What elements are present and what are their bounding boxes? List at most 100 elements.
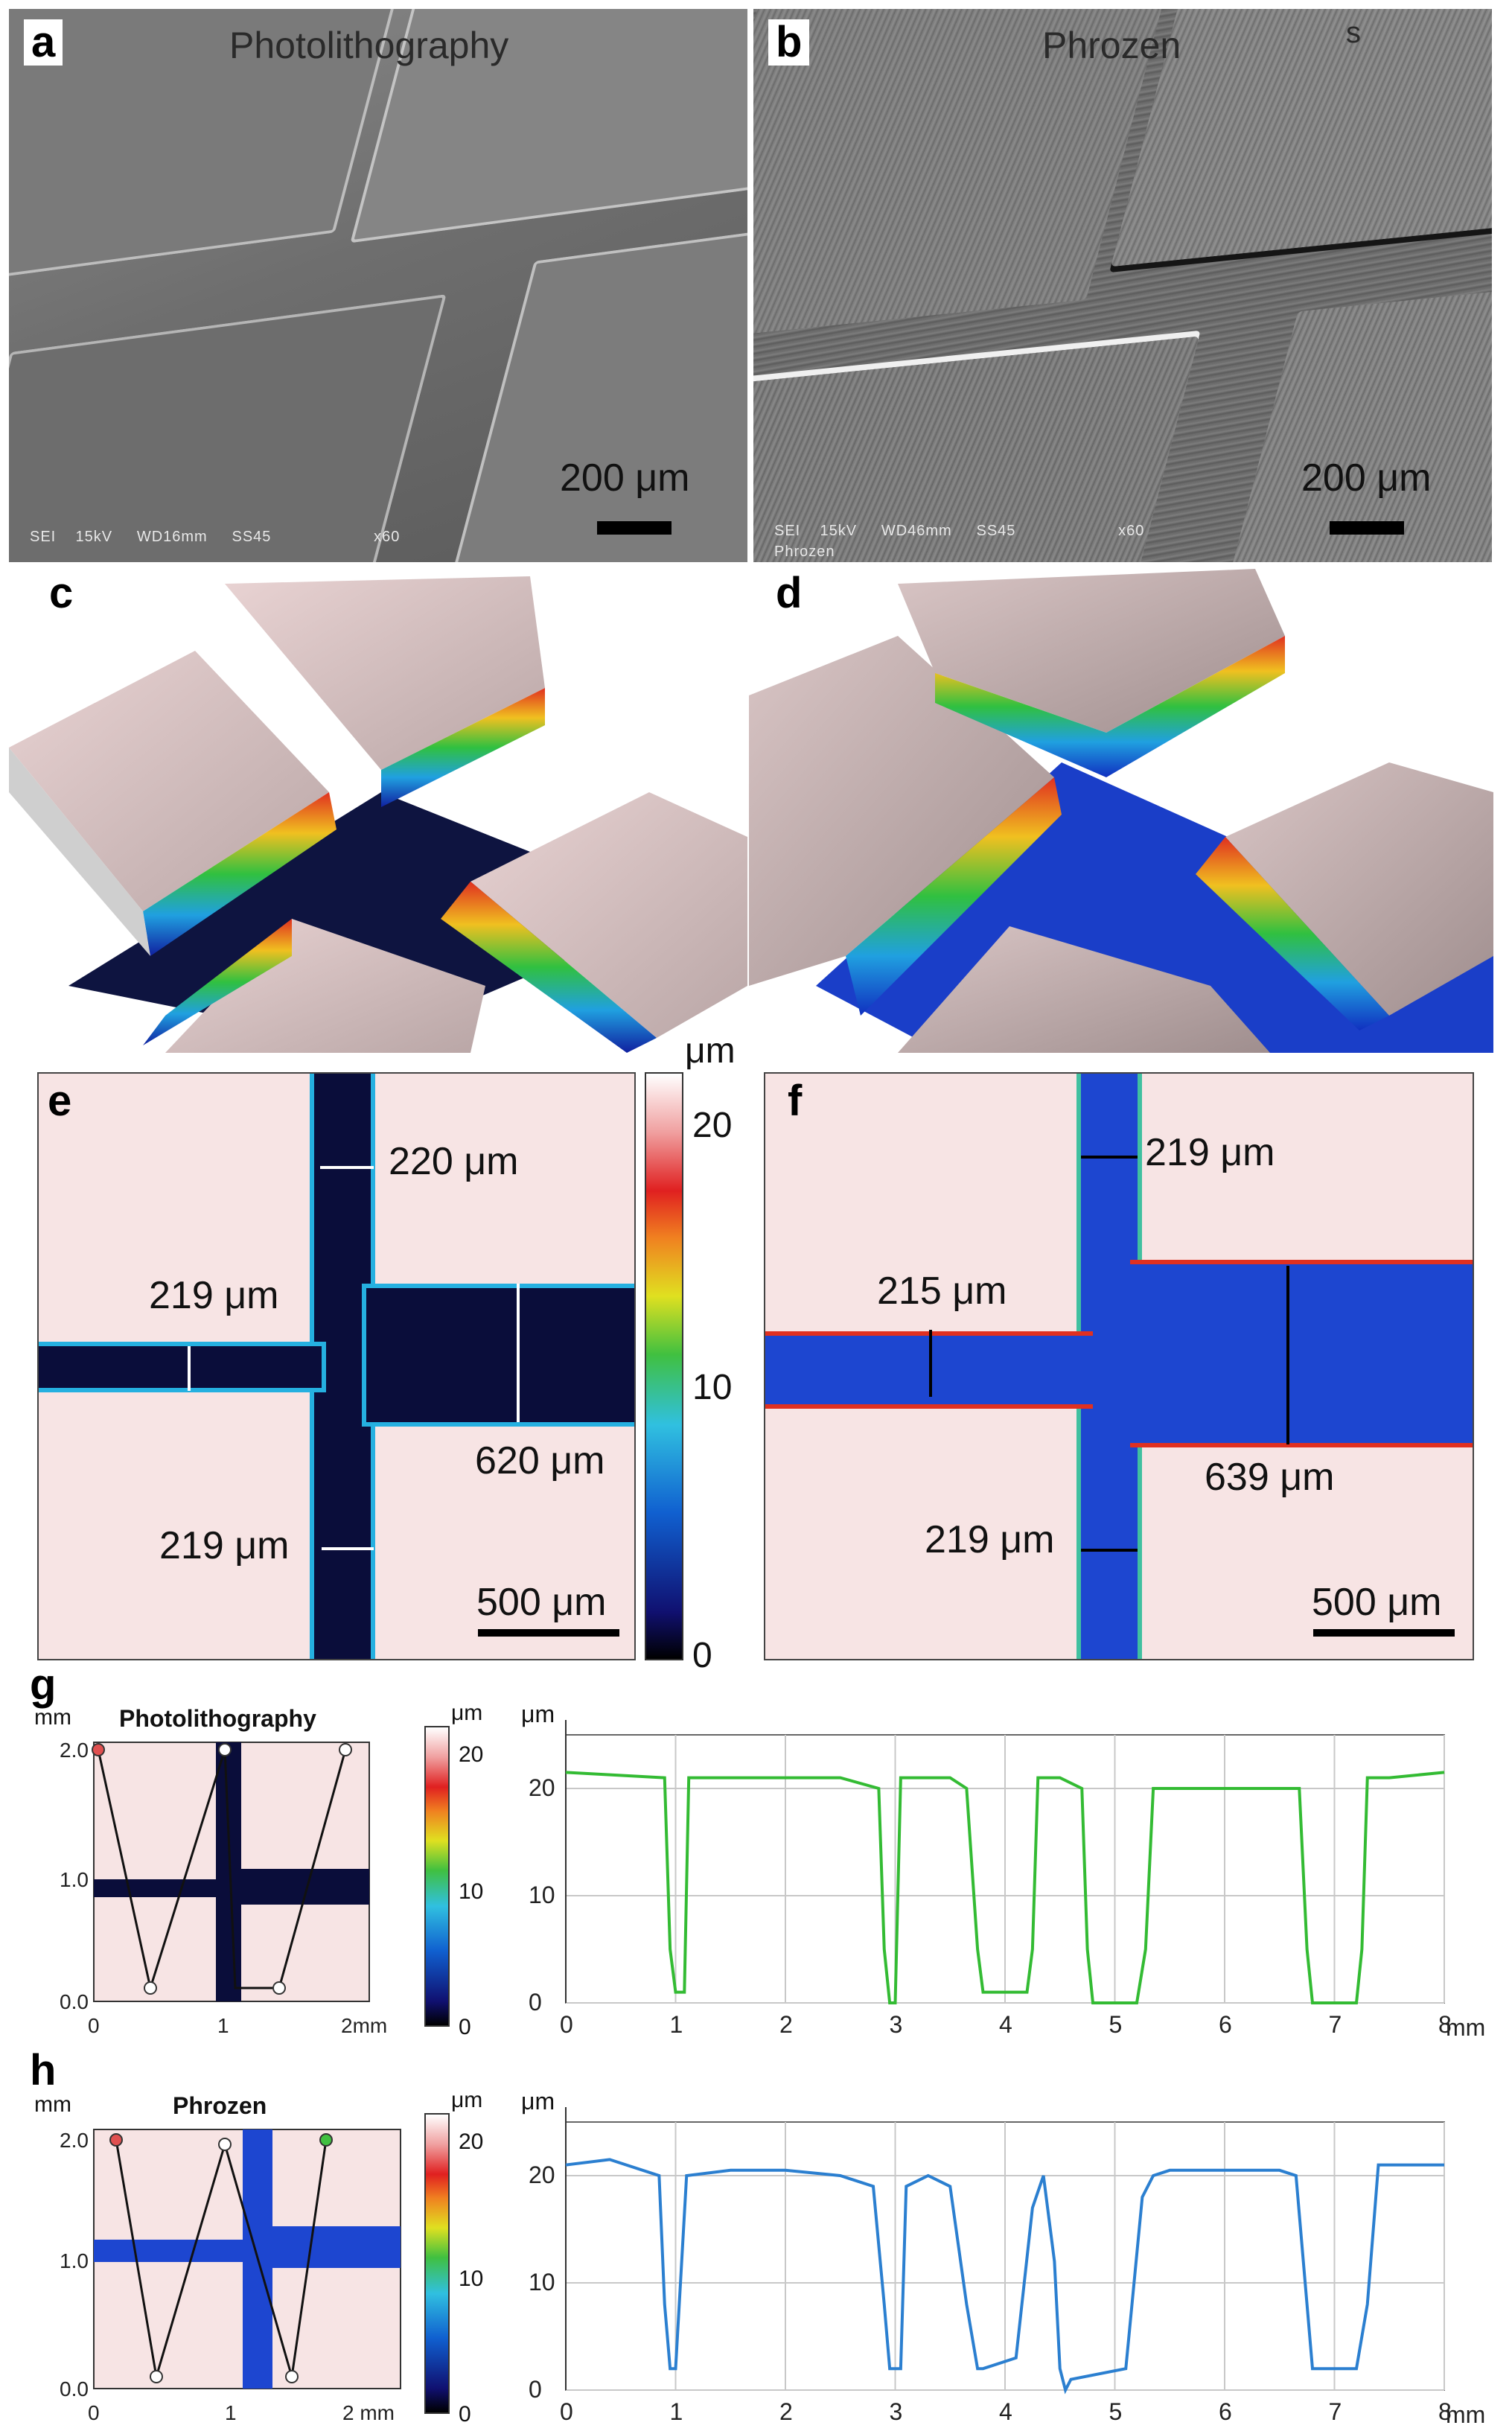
sem-footer-b2: Phrozen — [774, 544, 835, 560]
colorbar-g-tick: 0 — [459, 2015, 471, 2039]
trace-map-g: 2.0 1.0 0.0 0 1 2mm — [60, 1739, 387, 2037]
svg-text:0: 0 — [88, 2014, 100, 2037]
x-tick-label: 4 — [999, 2011, 1012, 2038]
x-tick-label: 2 — [779, 2011, 793, 2038]
channel-vertical — [314, 1074, 371, 1659]
3d-render-c — [9, 576, 747, 1053]
x-tick-label: 5 — [1109, 2011, 1123, 2038]
svg-text:1.0: 1.0 — [60, 1868, 89, 1891]
x-tick-label: 6 — [1219, 2011, 1232, 2038]
x-axis-unit: mm — [1446, 2014, 1485, 2041]
colorbar-tick-10: 10 — [692, 1368, 733, 1407]
panel-letter-d: d — [776, 569, 803, 617]
colorbar-g-tick: 20 — [459, 1742, 484, 1767]
x-tick-label: 2 — [779, 2398, 793, 2425]
y-tick-label: 20 — [529, 2161, 555, 2188]
measure-line — [929, 1330, 932, 1397]
plot-unit-h: μm — [521, 2088, 555, 2115]
svg-text:0.0: 0.0 — [60, 1990, 89, 2013]
colorbar-g-tick: 10 — [459, 1879, 484, 1904]
sem-footer-b: SEI 15kV WD46mm SS45 x60 — [774, 523, 1145, 539]
profile-line — [565, 2158, 1444, 2395]
map-title-h: Phrozen — [173, 2092, 267, 2119]
svg-text:0.0: 0.0 — [60, 2377, 89, 2400]
measure-label: 219 μm — [925, 1518, 1055, 1561]
profile-line — [565, 1771, 1445, 2004]
plot-unit-g: μm — [521, 1701, 555, 1727]
measure-label: 620 μm — [475, 1439, 605, 1482]
scale-label-e: 500 μm — [476, 1581, 607, 1624]
y-tick-label: 0 — [529, 1989, 542, 2016]
x-tick-label: 7 — [1329, 2398, 1342, 2425]
scale-label-a: 200 μm — [560, 456, 690, 500]
x-tick-label: 8 — [1438, 2011, 1452, 2038]
measure-label: 639 μm — [1205, 1456, 1335, 1499]
sem-footer-a: SEI 15kV WD16mm SS45 x60 — [30, 529, 401, 545]
colorbar-tick-0: 0 — [692, 1636, 712, 1675]
sem-pad — [9, 294, 447, 562]
measure-label: 215 μm — [877, 1269, 1007, 1313]
measure-label: 220 μm — [389, 1140, 519, 1183]
height-map-photolithography: 220 μm 219 μm 620 μm 219 μm 500 μm e — [37, 1072, 636, 1660]
scale-bar-f — [1313, 1629, 1455, 1637]
x-tick-label: 3 — [890, 2011, 903, 2038]
3d-profile-phrozen: d — [749, 569, 1493, 1053]
sem-pad — [1209, 274, 1492, 562]
measure-line — [320, 1166, 374, 1169]
scale-bar-a — [597, 521, 672, 535]
measure-line — [1286, 1266, 1289, 1444]
measure-line — [1081, 1549, 1138, 1552]
scale-label-f: 500 μm — [1312, 1581, 1442, 1624]
colorbar-unit-g: μm — [451, 1701, 483, 1725]
panel-letter-g: g — [30, 1660, 57, 1709]
map-unit-h: mm — [34, 2092, 71, 2117]
sem-pad — [433, 207, 747, 562]
colorbar-h-tick: 10 — [459, 2266, 484, 2291]
colorbar-g — [424, 1726, 450, 2027]
x-tick-label: 0 — [560, 2398, 573, 2425]
3d-profile-photolithography: c — [9, 569, 747, 1053]
svg-text:2 mm: 2 mm — [342, 2401, 395, 2424]
sem-title-a: Photolithography — [229, 25, 509, 66]
map-unit-g: mm — [34, 1705, 71, 1730]
scale-bar-b — [1330, 521, 1404, 535]
svg-text:2mm: 2mm — [341, 2014, 387, 2037]
colorbar-tick-20: 20 — [692, 1106, 733, 1145]
scale-bar-e — [478, 1629, 619, 1637]
y-tick-label: 10 — [529, 2269, 555, 2296]
panel-letter-e: e — [48, 1077, 72, 1125]
profile-plot-photolithography: 0 1 2 3 4 5 6 7 8 0 10 20 mm — [529, 1720, 1485, 2041]
x-axis-unit: mm — [1446, 2401, 1485, 2428]
map-title-g: Photolithography — [119, 1705, 316, 1732]
height-map-phrozen: 219 μm 215 μm 639 μm 219 μm 500 μm f — [764, 1072, 1474, 1660]
x-tick-label: 7 — [1329, 2011, 1342, 2038]
y-tick-label: 20 — [529, 1774, 555, 1801]
x-tick-label: 8 — [1438, 2398, 1452, 2425]
channel-left — [39, 1346, 322, 1388]
svg-text:0: 0 — [88, 2401, 100, 2424]
measure-line — [322, 1547, 374, 1550]
y-tick-label: 10 — [529, 1882, 555, 1908]
x-tick-label: 3 — [890, 2398, 903, 2425]
colorbar-unit: μm — [685, 1031, 736, 1071]
measure-label: 219 μm — [159, 1524, 290, 1567]
colorbar-main — [645, 1072, 683, 1660]
3d-render-d — [749, 569, 1493, 1053]
measure-line — [188, 1346, 191, 1391]
y-tick-label: 0 — [529, 2376, 542, 2403]
sem-image-photolithography: a Photolithography 200 μm SEI 15kV WD16m… — [9, 9, 747, 562]
colorbar-unit-h: μm — [451, 2088, 483, 2112]
svg-text:1: 1 — [225, 2401, 237, 2424]
colorbar-h-tick: 0 — [459, 2402, 471, 2427]
svg-text:2.0: 2.0 — [60, 1739, 89, 1762]
measure-label: 219 μm — [149, 1274, 279, 1317]
x-tick-label: 4 — [999, 2398, 1012, 2425]
colorbar-h-tick: 20 — [459, 2129, 484, 2154]
sem-image-phrozen: b Phrozen s 200 μm SEI 15kV WD46mm SS45 … — [753, 9, 1492, 562]
svg-text:1.0: 1.0 — [60, 2249, 89, 2272]
measure-line — [517, 1284, 520, 1422]
channel-right — [366, 1288, 634, 1422]
panel-letter-a: a — [24, 19, 63, 66]
scale-label-b: 200 μm — [1301, 456, 1432, 500]
x-tick-label: 0 — [560, 2011, 573, 2038]
